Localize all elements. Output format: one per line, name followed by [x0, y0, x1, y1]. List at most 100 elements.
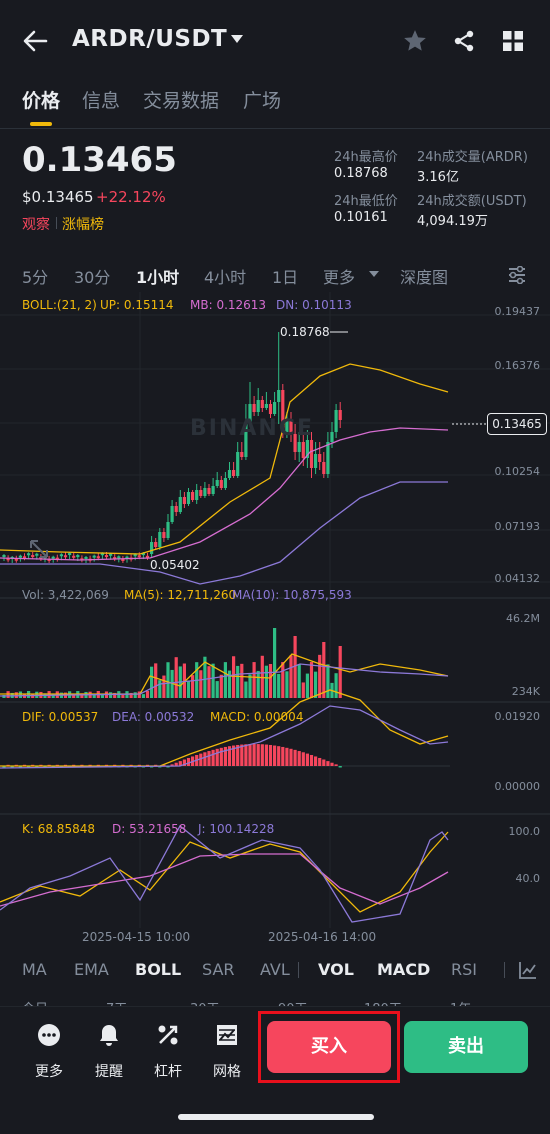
- macd-bar: [170, 764, 174, 766]
- macd-dif: DIF: 0.00537: [22, 710, 99, 724]
- candle-body: [207, 488, 211, 494]
- candle-body: [318, 454, 322, 462]
- low-value: 0.10161: [334, 210, 388, 225]
- candle-body: [47, 558, 51, 561]
- divider: [504, 962, 505, 978]
- caret-down-icon[interactable]: [230, 34, 244, 44]
- macd-bar: [330, 762, 334, 766]
- indicator-sar[interactable]: SAR: [202, 960, 235, 979]
- kdj-j-line: [0, 825, 449, 923]
- interval-more[interactable]: 更多: [323, 268, 356, 287]
- macd-dea-line: [0, 705, 449, 769]
- volume-bar: [203, 656, 207, 698]
- time-axis-label: 2025-04-16 14:00: [268, 930, 377, 944]
- candle-body: [232, 470, 236, 476]
- home-indicator: [178, 1114, 374, 1120]
- candle-body: [2, 555, 6, 557]
- share-icon[interactable]: [452, 28, 476, 54]
- candle-body: [334, 410, 338, 432]
- tab-square[interactable]: 广场: [243, 90, 282, 112]
- volume-bar: [314, 671, 318, 698]
- candle-body: [14, 558, 18, 561]
- vol-label: Vol: 3,422,069: [22, 588, 109, 602]
- interval-4h[interactable]: 4小时: [204, 268, 247, 287]
- candle-body: [191, 492, 195, 500]
- last-price: 0.13465: [22, 140, 177, 180]
- candle-body: [186, 492, 191, 504]
- candle-body: [72, 555, 76, 558]
- macd-bar: [18, 766, 22, 768]
- indicator-rsi[interactable]: RSI: [451, 960, 477, 979]
- candle-body: [227, 470, 232, 478]
- interval-30m[interactable]: 30分: [74, 268, 111, 287]
- back-button[interactable]: [18, 26, 52, 56]
- candle-body: [113, 557, 117, 560]
- buy-button[interactable]: 买入: [267, 1021, 391, 1073]
- tab-price[interactable]: 价格: [22, 90, 61, 112]
- macd-bar: [264, 744, 268, 766]
- kdj-axis-top: 100.0: [508, 825, 541, 838]
- interval-5m[interactable]: 5分: [22, 268, 49, 287]
- macd-bar: [277, 746, 281, 766]
- tab-info[interactable]: 信息: [82, 90, 121, 112]
- high-label: 24h最高价: [334, 150, 398, 165]
- expand-icon[interactable]: [28, 538, 50, 560]
- kline-chart[interactable]: BOLL:(21, 2) UP: 0.15114 MB: 0.12613 DN:…: [0, 292, 550, 944]
- volume-bar: [252, 662, 256, 698]
- vol-ma5-line: [0, 653, 449, 695]
- pair-title[interactable]: ARDR/USDT: [72, 26, 228, 52]
- candle-body: [264, 404, 268, 408]
- macd-bar: [248, 744, 252, 766]
- depth-chart-tab[interactable]: 深度图: [400, 268, 449, 287]
- candle-body: [121, 558, 125, 561]
- macd-bar: [178, 761, 182, 766]
- macd-bar: [43, 766, 47, 768]
- indicator-ma[interactable]: MA: [22, 960, 47, 979]
- volume-bar: [72, 694, 76, 698]
- boll-label: BOLL:(21, 2): [22, 298, 97, 312]
- macd-bar: [219, 747, 223, 766]
- grid-icon[interactable]: [502, 30, 524, 52]
- star-icon[interactable]: [402, 28, 428, 54]
- interval-1d[interactable]: 1日: [272, 268, 299, 287]
- volume-bar: [80, 693, 84, 698]
- candle-body: [59, 554, 63, 557]
- divider: [0, 128, 550, 129]
- indicator-vol[interactable]: VOL: [318, 960, 354, 979]
- macd-bar: [293, 749, 297, 766]
- kdj-k-line: [0, 831, 449, 913]
- macd-bar: [215, 748, 219, 766]
- indicator-boll[interactable]: BOLL: [135, 960, 182, 979]
- low-annotation: 0.05402: [150, 558, 200, 572]
- macd-bar: [10, 766, 14, 768]
- tab-trading-data[interactable]: 交易数据: [143, 90, 220, 112]
- volume-bar: [215, 681, 219, 698]
- candle-body: [301, 442, 305, 458]
- chart-settings-icon[interactable]: [518, 960, 538, 980]
- settings-sliders-icon[interactable]: [507, 266, 527, 284]
- active-tab-indicator: [30, 122, 52, 126]
- indicator-macd[interactable]: MACD: [377, 960, 431, 979]
- volume-bar: [268, 664, 273, 698]
- volume-bar: [338, 646, 342, 698]
- gainers-tag[interactable]: 涨幅榜: [62, 217, 104, 233]
- sell-button[interactable]: 卖出: [404, 1021, 528, 1073]
- indicator-avl[interactable]: AVL: [260, 960, 290, 979]
- watch-tag[interactable]: 观察: [22, 217, 50, 233]
- low-label: 24h最低价: [334, 194, 398, 209]
- macd-bar: [227, 746, 232, 766]
- volume-bar: [186, 680, 191, 698]
- caret-down-icon[interactable]: [368, 270, 380, 278]
- volume-bar: [207, 666, 211, 698]
- candle-body: [297, 442, 301, 452]
- candle-body: [51, 556, 55, 559]
- interval-1h[interactable]: 1小时: [136, 268, 180, 287]
- candle-body: [18, 555, 22, 558]
- volume-bar: [51, 694, 55, 698]
- candle-body: [211, 486, 215, 494]
- indicator-ema[interactable]: EMA: [74, 960, 109, 979]
- boll-mb: MB: 0.12613: [190, 298, 267, 312]
- candle-body: [182, 497, 186, 504]
- candle-body: [63, 555, 68, 558]
- arrow-left-icon: [23, 30, 48, 52]
